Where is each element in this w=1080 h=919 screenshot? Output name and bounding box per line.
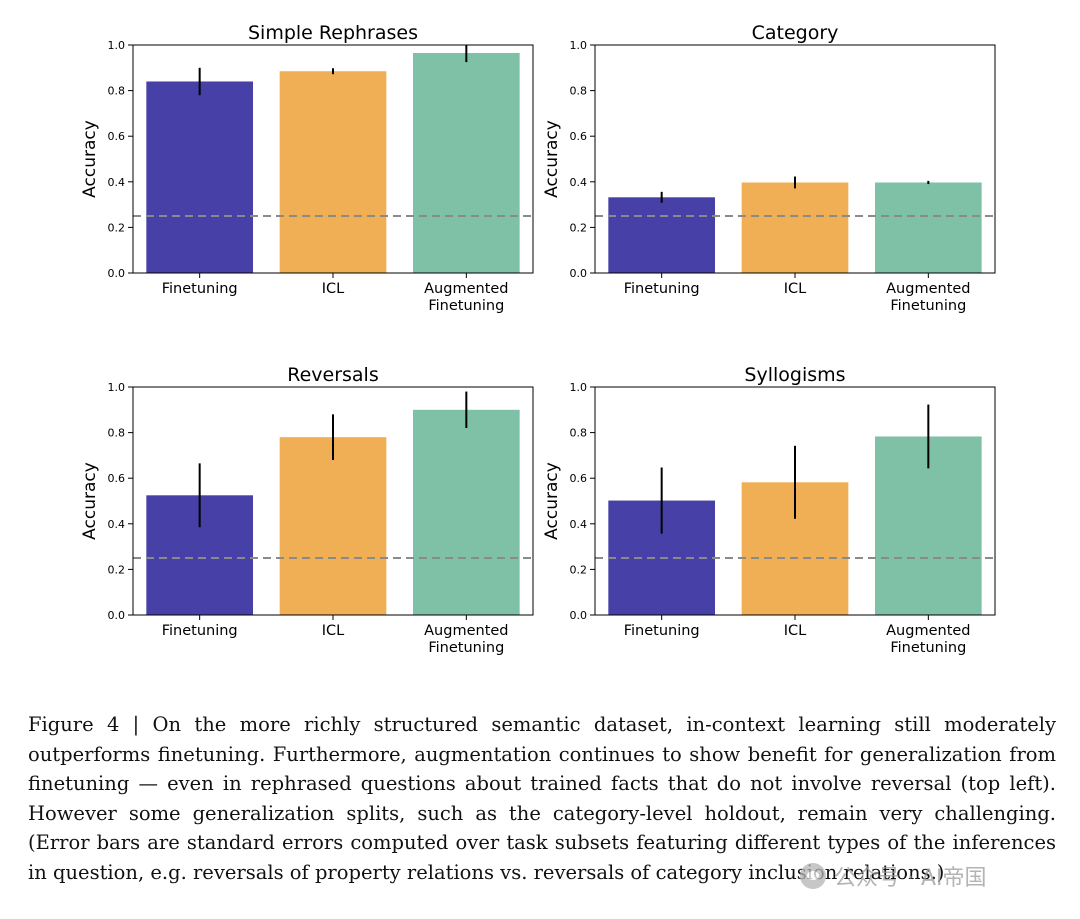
plot-frame [132, 44, 534, 274]
y-tick-label: 0.0 [108, 267, 126, 280]
figure-panels: Simple Rephrases Accuracy 0.0 0.2 0.4 0.6 0.8 1… [80, 22, 996, 656]
bar [279, 437, 387, 615]
y-tick-label: 0.2 [570, 563, 588, 576]
x-tick-label: Finetuning [162, 623, 238, 639]
y-tick-label: 0.4 [108, 518, 126, 531]
y-tick-label: 0.4 [570, 518, 588, 531]
x-tick-label: Augmented Finetuning [886, 623, 970, 656]
watermark: 公众号 · AI帝国 [800, 858, 987, 894]
wechat-logo-icon [800, 863, 826, 889]
bar [146, 81, 253, 273]
chart-panel-4: Syllogisms Accuracy 0.0 0.2 0.4 0.6 0.8 1.0 Fine… [542, 364, 996, 656]
y-tick-label: 0.4 [108, 176, 126, 189]
figure-caption: Figure 4 | On the more richly structured… [28, 713, 1056, 884]
plot-frame [594, 386, 996, 616]
plot-frame [132, 386, 534, 616]
y-axis-label: Accuracy [542, 120, 562, 198]
bar [413, 409, 520, 615]
y-tick-label: 0.8 [570, 85, 588, 98]
chart-panel-3: Reversals Accuracy 0.0 0.2 0.4 0.6 0.8 1.0 Finet… [80, 364, 534, 656]
plot-frame [594, 44, 996, 274]
y-axis-label: Accuracy [80, 462, 100, 540]
y-tick-label: 0.8 [570, 427, 588, 440]
chart-title: Reversals [287, 364, 379, 386]
y-tick-label: 0.6 [570, 472, 588, 485]
bar [741, 182, 849, 273]
y-tick-label: 0.8 [108, 427, 126, 440]
bar [608, 197, 715, 273]
watermark-text: 公众号 · AI帝国 [834, 866, 987, 891]
chart-title: Category [752, 22, 839, 44]
bar [875, 182, 982, 273]
bar [279, 71, 387, 273]
x-tick-label: Augmented Finetuning [886, 281, 970, 314]
x-tick-label: Augmented Finetuning [424, 281, 508, 314]
y-axis-label: Accuracy [542, 462, 562, 540]
x-tick-label: ICL [784, 281, 806, 297]
chart-title: Simple Rephrases [248, 22, 418, 44]
y-tick-label: 1.0 [108, 39, 126, 52]
y-tick-label: 0.6 [108, 472, 126, 485]
y-tick-label: 0.6 [108, 130, 126, 143]
y-tick-label: 0.2 [108, 563, 126, 576]
y-tick-label: 0.2 [570, 221, 588, 234]
y-tick-label: 1.0 [570, 39, 588, 52]
y-tick-label: 1.0 [108, 381, 126, 394]
chart-title: Syllogisms [744, 364, 845, 386]
x-tick-label: Finetuning [624, 623, 700, 639]
y-tick-label: 0.0 [570, 609, 588, 622]
y-tick-label: 0.4 [570, 176, 588, 189]
x-tick-label: ICL [322, 281, 344, 297]
y-tick-label: 0.2 [108, 221, 126, 234]
y-tick-label: 0.6 [570, 130, 588, 143]
x-tick-label: ICL [784, 623, 806, 639]
x-tick-label: ICL [322, 623, 344, 639]
x-tick-label: Augmented Finetuning [424, 623, 508, 656]
bar [413, 52, 520, 274]
y-axis-label: Accuracy [80, 120, 100, 198]
chart-panel-2: Category Accuracy 0.0 0.2 0.4 0.6 0.8 1.0 Finetu… [542, 22, 996, 314]
chart-panel-1: Simple Rephrases Accuracy 0.0 0.2 0.4 0.6 0.8 1… [80, 22, 534, 314]
x-tick-label: Finetuning [162, 281, 238, 297]
y-tick-label: 0.8 [108, 85, 126, 98]
y-tick-label: 1.0 [570, 381, 588, 394]
x-tick-label: Finetuning [624, 281, 700, 297]
y-tick-label: 0.0 [108, 609, 126, 622]
y-tick-label: 0.0 [570, 267, 588, 280]
